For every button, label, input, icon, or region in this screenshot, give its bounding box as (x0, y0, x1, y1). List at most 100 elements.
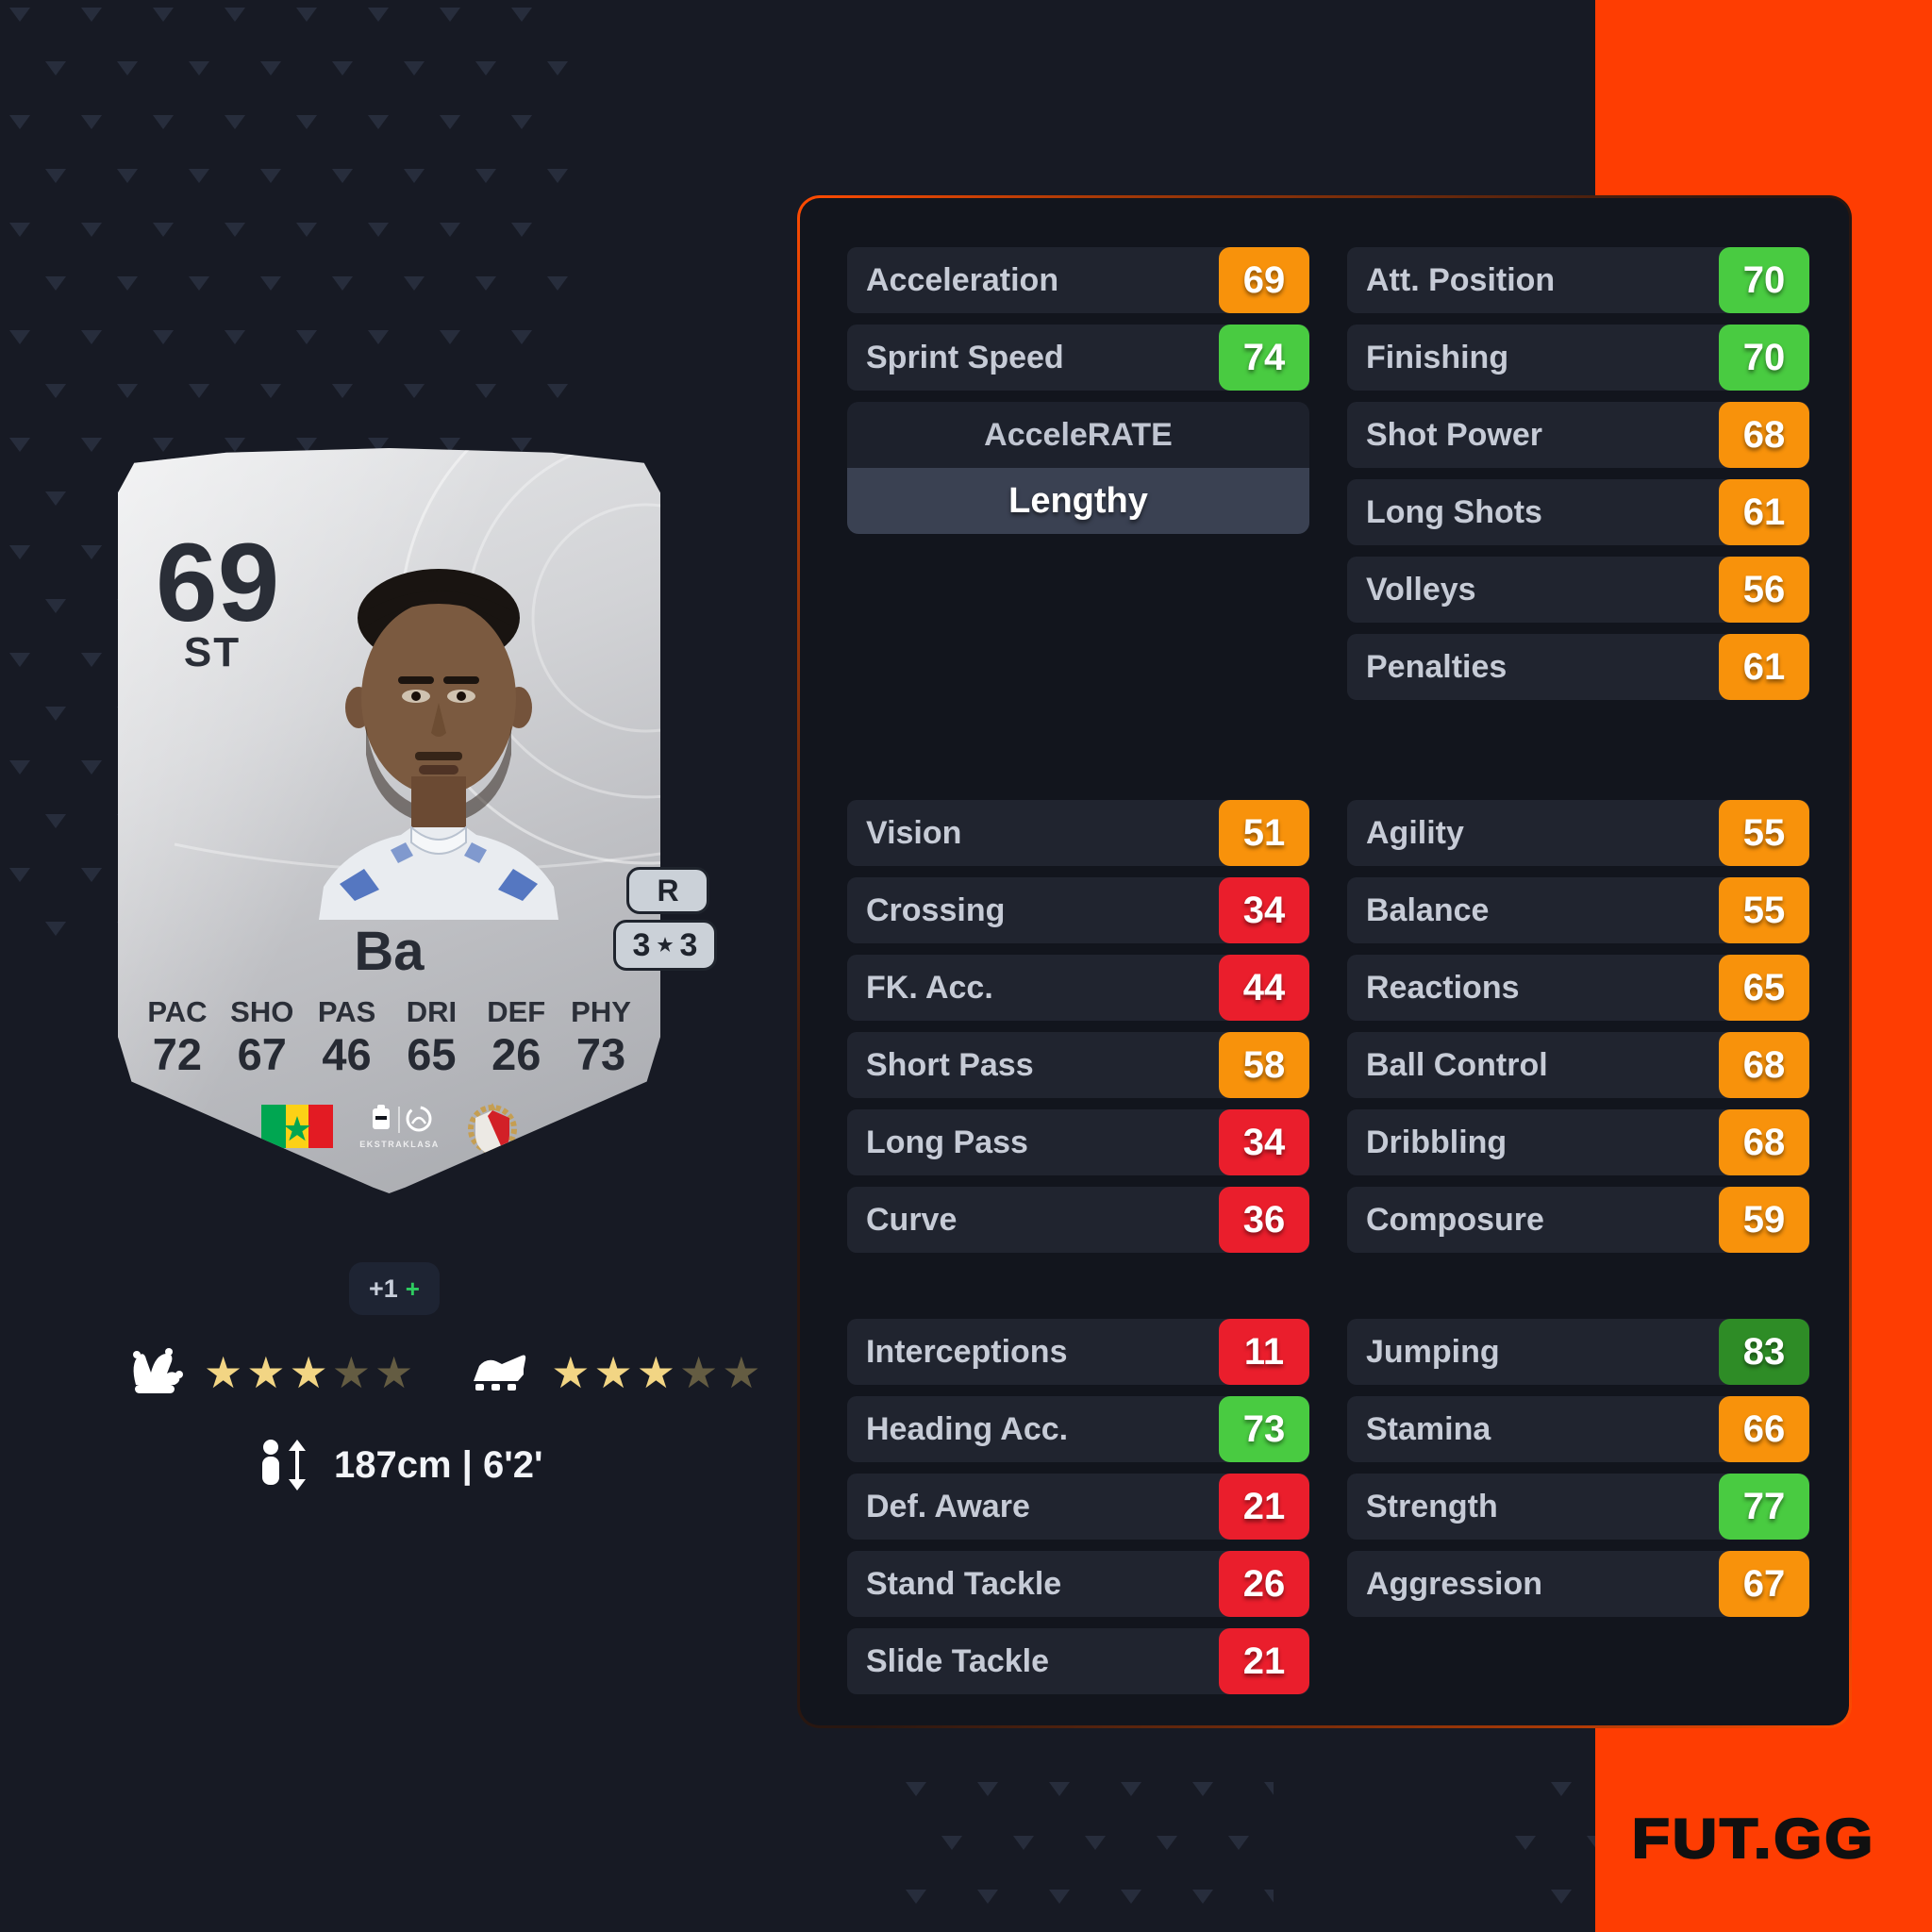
stat-label: Agility (1366, 814, 1464, 851)
stat-label: Att. Position (1366, 261, 1556, 298)
quick-stat-phy: PHY 73 (558, 997, 643, 1076)
stat-row: Att. Position 70 (1347, 247, 1809, 313)
star-icon: ★ (636, 1348, 679, 1397)
stat-label: Interceptions (866, 1333, 1068, 1370)
stat-row: Shot Power 68 (1347, 402, 1809, 468)
quick-stat-label: SHO (230, 995, 294, 1028)
stat-row: Volleys 56 (1347, 557, 1809, 623)
boost-value: +1 (369, 1274, 398, 1303)
player-card: 69 ST Ba (118, 448, 660, 1193)
stat-value: 56 (1719, 557, 1809, 623)
stat-label: Finishing (1366, 339, 1509, 375)
stat-label: Slide Tackle (866, 1642, 1050, 1679)
player-name: Ba (354, 921, 425, 982)
stat-value: 61 (1719, 479, 1809, 545)
stat-value: 66 (1719, 1396, 1809, 1462)
star-icon: ★ (246, 1348, 290, 1397)
stat-value: 70 (1719, 325, 1809, 391)
stat-value: 34 (1219, 1109, 1309, 1175)
stat-value: 55 (1719, 877, 1809, 943)
quick-stat-label: DRI (406, 995, 458, 1028)
height-icon (262, 1440, 306, 1491)
quick-stat-value: 67 (237, 1029, 287, 1079)
stat-label: Aggression (1366, 1565, 1543, 1602)
stat-label: Shot Power (1366, 416, 1543, 453)
boot-icon (474, 1355, 526, 1391)
pace-group: Acceleration 69 Sprint Speed 74 AcceleRA… (847, 247, 1309, 534)
stat-label: Volleys (1366, 571, 1476, 608)
star-icon: ★ (679, 1348, 723, 1397)
stat-value: 51 (1219, 800, 1309, 866)
stat-label: Acceleration (866, 261, 1059, 298)
quick-stats-row: PAC 72 SHO 67 PAS 46 DRI 65 DEF 26 PHY 7… (135, 997, 643, 1076)
stat-row: Balance 55 (1347, 877, 1809, 943)
weak-foot-count: 3 (679, 926, 698, 963)
stat-value: 61 (1719, 634, 1809, 700)
stat-label: Reactions (1366, 969, 1520, 1006)
skill-moves-count: 3 (632, 926, 651, 963)
dribbling-group: Agility 55 Balance 55 Reactions 65 Ball … (1347, 800, 1809, 1264)
stat-label: FK. Acc. (866, 969, 993, 1006)
stat-value: 59 (1719, 1187, 1809, 1253)
ekstraklasa-league-logo: EKSTRAKLASA (359, 1104, 441, 1149)
skill-moves-stars: ★★★★★ (204, 1351, 417, 1394)
stat-label: Dribbling (1366, 1124, 1507, 1160)
star-icon: ★ (331, 1348, 375, 1397)
stat-value: 34 (1219, 877, 1309, 943)
stat-row: Sprint Speed 74 (847, 325, 1309, 391)
quick-stat-value: 46 (322, 1029, 372, 1079)
stat-label: Stand Tackle (866, 1565, 1062, 1602)
senegal-flag (260, 1105, 333, 1148)
player-portrait (319, 569, 558, 920)
weak-foot-stars: ★★★★★ (551, 1351, 764, 1394)
quick-stat-sho: SHO 67 (220, 997, 305, 1076)
physical-group: Jumping 83 Stamina 66 Strength 77 Aggres… (1347, 1319, 1809, 1628)
stat-label: Long Pass (866, 1124, 1028, 1160)
stat-value: 68 (1719, 1032, 1809, 1098)
stat-value: 74 (1219, 325, 1309, 391)
stat-row: Jumping 83 (1347, 1319, 1809, 1385)
position-label: ST (183, 629, 242, 675)
quick-stat-label: PHY (571, 995, 631, 1028)
star-icon: ★ (593, 1348, 637, 1397)
quick-stat-pac: PAC 72 (135, 997, 220, 1076)
quick-stat-def: DEF 26 (474, 997, 558, 1076)
stat-row: Finishing 70 (1347, 325, 1809, 391)
stat-row: Stand Tackle 26 (847, 1551, 1309, 1617)
stat-value: 44 (1219, 955, 1309, 1021)
stat-label: Strength (1366, 1488, 1498, 1524)
stats-panel: Acceleration 69 Sprint Speed 74 AcceleRA… (797, 195, 1852, 1728)
stat-row: Penalties 61 (1347, 634, 1809, 700)
card-emblems-row: EKSTRAKLASA (118, 1097, 660, 1156)
jester-hat-icon (133, 1348, 183, 1393)
stat-value: 65 (1719, 955, 1809, 1021)
stat-row: Aggression 67 (1347, 1551, 1809, 1617)
card-gloss (118, 448, 660, 1193)
futgg-logo: FUT.GG (1631, 1807, 1876, 1872)
stat-row: Agility 55 (1347, 800, 1809, 866)
club-crest (467, 1103, 517, 1156)
stat-row: Def. Aware 21 (847, 1474, 1309, 1540)
stat-value: 58 (1219, 1032, 1309, 1098)
shooting-group: Att. Position 70 Finishing 70 Shot Power… (1347, 247, 1809, 711)
stat-value: 21 (1219, 1474, 1309, 1540)
star-icon: ★ (204, 1348, 247, 1397)
stat-row: Short Pass 58 (847, 1032, 1309, 1098)
alt-position-badge: R (626, 867, 709, 914)
stat-row: Vision 51 (847, 800, 1309, 866)
stat-value: 83 (1719, 1319, 1809, 1385)
stat-row: Long Shots 61 (1347, 479, 1809, 545)
stat-value: 67 (1719, 1551, 1809, 1617)
quick-stat-value: 73 (575, 1029, 626, 1079)
quick-stat-dri: DRI 65 (389, 997, 474, 1076)
league-icon (372, 1104, 431, 1133)
stat-value: 11 (1219, 1319, 1309, 1385)
stat-label: Composure (1366, 1201, 1544, 1238)
quick-stat-label: DEF (487, 995, 546, 1028)
passing-group: Vision 51 Crossing 34 FK. Acc. 44 Short … (847, 800, 1309, 1264)
stat-row: Composure 59 (1347, 1187, 1809, 1253)
stat-label: Balance (1366, 891, 1490, 928)
quick-stat-value: 65 (407, 1029, 457, 1079)
stat-row: Ball Control 68 (1347, 1032, 1809, 1098)
stat-row: Heading Acc. 73 (847, 1396, 1309, 1462)
